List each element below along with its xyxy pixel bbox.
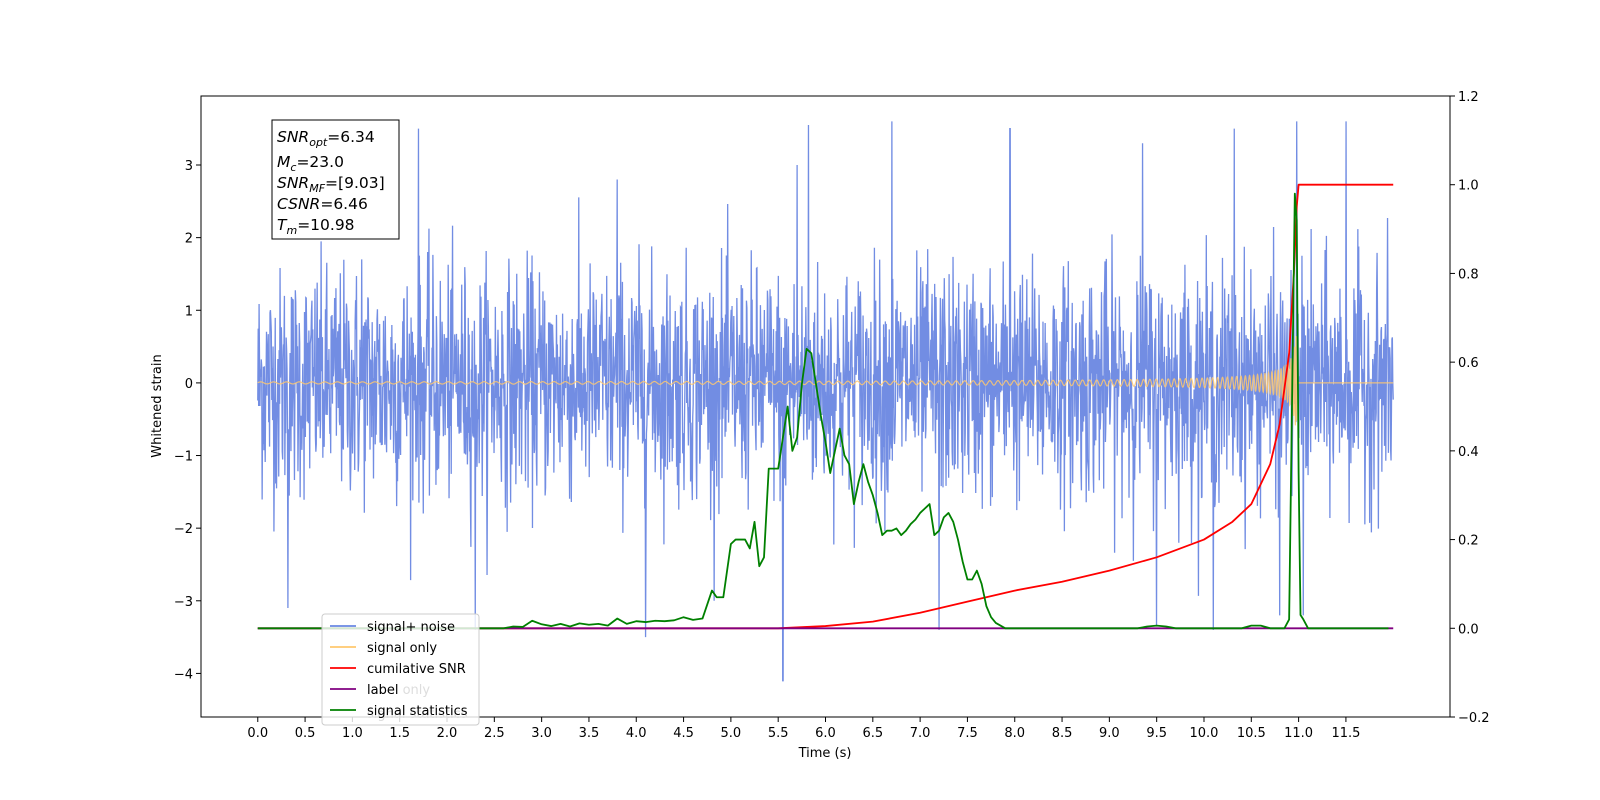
y2-tick-label: 0.8: [1458, 267, 1479, 282]
x-tick-label: 6.0: [815, 726, 836, 741]
y-tick-label: 3: [185, 159, 193, 174]
y2-tick-label: −0.2: [1458, 711, 1490, 726]
snr-opt-text: SNRopt=6.34: [277, 128, 375, 149]
legend-label: signal only: [367, 641, 437, 656]
x-tick-label: 10.0: [1190, 726, 1219, 741]
tm-text: Tm=10.98: [277, 216, 355, 237]
legend-hidden-text-label-only: label only: [367, 683, 430, 698]
x-tick-label: 5.5: [768, 726, 789, 741]
y-tick-label: −2: [174, 522, 193, 537]
legend-label: cumilative SNR: [367, 662, 466, 677]
snr-mf-text: SNRMF=[9.03]: [277, 174, 385, 195]
x-tick-label: 9.0: [1099, 726, 1120, 741]
y2-tick-label: 1.2: [1458, 90, 1479, 105]
legend: label only signal statistics signal+ noi…: [321, 613, 480, 726]
x-axis-label: Time (s): [798, 746, 852, 761]
y-tick-label: −1: [174, 450, 193, 465]
x-tick-label: 1.5: [389, 726, 410, 741]
y2-tick-label: 1.0: [1458, 179, 1479, 194]
y2-tick-label: 0.6: [1458, 356, 1479, 371]
x-tick-label: 4.5: [673, 726, 694, 741]
y-tick-label: 1: [185, 304, 193, 319]
legend-label: label: [367, 683, 398, 698]
x-tick-label: 0.5: [295, 726, 316, 741]
x-tick-label: 2.0: [437, 726, 458, 741]
x-tick-label: 3.0: [531, 726, 552, 741]
y-axis-label: Whitened strain: [150, 354, 165, 457]
y-axis-ticks: 3 2 1 0 −1 −2 −3 −4: [174, 159, 201, 682]
series-layer: [257, 121, 1394, 682]
cumulative-snr-line: [257, 183, 1394, 630]
signal-statistics-line: [257, 192, 1389, 630]
y2-tick-label: 0.0: [1458, 622, 1479, 637]
x-tick-label: 0.0: [247, 726, 268, 741]
y2-tick-label: 0.2: [1458, 534, 1479, 549]
y2-axis-ticks: 1.2 1.0 0.8 0.6 0.4 0.2 0.0 −0.2: [1450, 90, 1490, 726]
csnr-text: CSNR=6.46: [277, 195, 368, 213]
x-axis-ticks: 0.0 0.5 1.0 1.5 2.0 2.5 3.0 3.5 4.0 4.5 5.0 5.5 6.0 6…: [247, 717, 1360, 741]
mc-text: Mc=23.0: [277, 153, 344, 174]
x-tick-label: 7.5: [957, 726, 978, 741]
x-tick-label: 5.0: [721, 726, 742, 741]
x-tick-label: 8.0: [1004, 726, 1025, 741]
signal-noise-line: [257, 121, 1394, 682]
x-tick-label: 11.5: [1331, 726, 1360, 741]
x-tick-label: 6.5: [862, 726, 883, 741]
legend-label: signal+ noise: [367, 620, 455, 635]
y-tick-label: 0: [185, 377, 193, 392]
y-tick-label: −4: [174, 667, 193, 682]
x-tick-label: 2.5: [484, 726, 505, 741]
x-tick-label: 10.5: [1237, 726, 1266, 741]
x-tick-label: 4.0: [626, 726, 647, 741]
x-tick-label: 3.5: [579, 726, 600, 741]
info-box: SNRopt=6.34 Mc=23.0 SNRMF=[9.03] CSNR=6.…: [271, 119, 400, 240]
x-tick-label: 7.0: [910, 726, 931, 741]
y-tick-label: −3: [174, 595, 193, 610]
x-tick-label: 8.5: [1052, 726, 1073, 741]
legend-hidden-text-statistics: signal statistics: [367, 707, 468, 722]
y2-tick-label: 0.4: [1458, 445, 1479, 460]
x-tick-label: 11.0: [1284, 726, 1313, 741]
x-tick-label: 9.5: [1146, 726, 1167, 741]
legend-label: signal statistics: [367, 704, 468, 719]
x-tick-label: 1.0: [342, 726, 363, 741]
signal-only-line: [257, 336, 1394, 426]
y-tick-label: 2: [185, 232, 193, 247]
